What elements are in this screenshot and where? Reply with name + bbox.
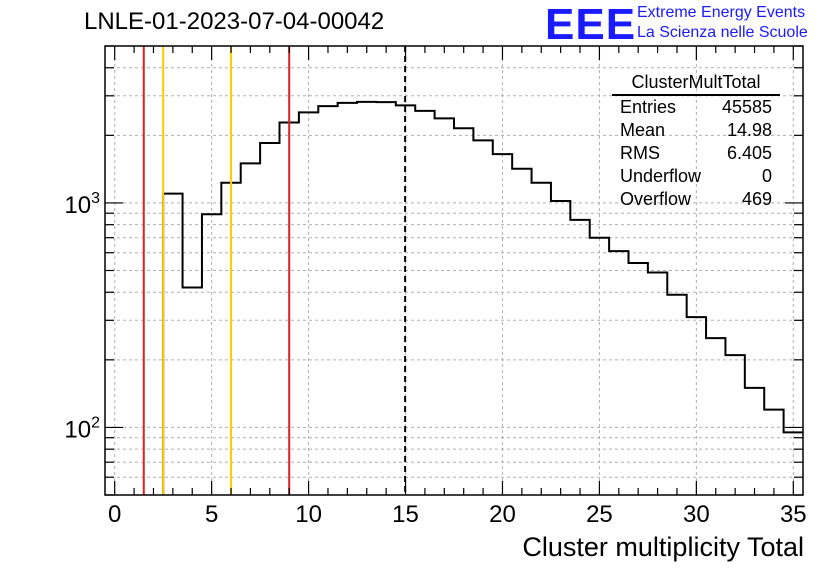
stats-value: 45585	[721, 97, 772, 117]
stats-box: ClusterMultTotal Entries 45585 Mean 14.9…	[612, 72, 780, 211]
x-tick-label: 0	[108, 501, 121, 528]
stats-row-rms: RMS 6.405	[612, 142, 780, 165]
stats-row-entries: Entries 45585	[612, 96, 780, 119]
x-tick-label: 15	[392, 501, 419, 528]
chart-title: LNLE-01-2023-07-04-00042	[84, 8, 385, 35]
stats-value: 6.405	[726, 143, 772, 163]
stats-box-title: ClusterMultTotal	[612, 72, 780, 96]
x-axis-label: Cluster multiplicity Total	[522, 532, 804, 562]
x-tick-label: 30	[683, 501, 710, 528]
x-tick-label: 5	[205, 501, 218, 528]
stats-label: Underflow	[620, 166, 702, 186]
eee-logo: EEE	[545, 0, 637, 49]
stats-label: RMS	[620, 143, 660, 163]
y-tick-label: 103	[64, 190, 100, 219]
x-tick-label: 25	[586, 501, 613, 528]
x-tick-label: 10	[295, 501, 322, 528]
x-tick-label: 20	[489, 501, 516, 528]
y-tick-label: 102	[64, 414, 100, 443]
stats-label: Mean	[620, 120, 666, 140]
x-tick-label: 35	[780, 501, 807, 528]
stats-row-underflow: Underflow 0	[612, 165, 780, 188]
stats-label: Overflow	[620, 189, 692, 209]
histogram-series	[162, 100, 803, 495]
logo-line-1: Extreme Energy Events	[637, 4, 806, 21]
stats-value: 0	[761, 166, 772, 186]
stats-value: 469	[741, 189, 772, 209]
stats-row-mean: Mean 14.98	[612, 119, 780, 142]
stats-label: Entries	[620, 97, 677, 117]
stats-value: 14.98	[726, 120, 772, 140]
stats-row-overflow: Overflow 469	[612, 188, 780, 211]
logo-line-2: La Scienza nelle Scuole	[637, 24, 808, 41]
